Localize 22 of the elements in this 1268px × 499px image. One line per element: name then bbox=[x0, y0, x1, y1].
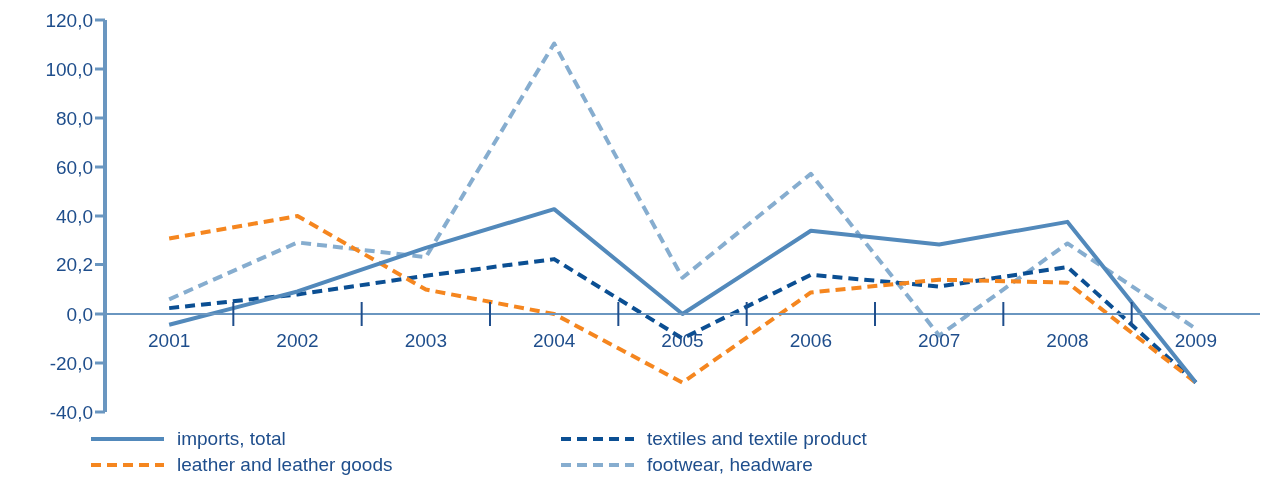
y-tick-label: 20,2 bbox=[56, 254, 93, 276]
y-tick-label: 60,0 bbox=[56, 156, 93, 178]
y-tick-label: 0,0 bbox=[66, 303, 93, 325]
x-tick-label: 2002 bbox=[276, 330, 319, 351]
x-tick-label: 2007 bbox=[918, 330, 961, 351]
x-tick-label: 2003 bbox=[404, 330, 447, 351]
y-tick-label: -20,0 bbox=[49, 352, 93, 374]
x-tick-label: 2009 bbox=[1174, 330, 1217, 351]
y-tick-label: 80,0 bbox=[56, 107, 93, 129]
x-tick-label: 2005 bbox=[661, 330, 704, 351]
x-tick-label: 2006 bbox=[789, 330, 832, 351]
y-tick-label: 40,0 bbox=[56, 205, 93, 227]
legend-label: imports, total bbox=[177, 427, 286, 451]
x-tick-label: 2004 bbox=[533, 330, 576, 351]
x-tick-label: 2008 bbox=[1046, 330, 1089, 351]
legend-label: footwear, headware bbox=[647, 453, 813, 477]
y-tick-label: -40,0 bbox=[49, 401, 93, 423]
y-tick-label: 120,0 bbox=[45, 9, 93, 31]
y-tick-label: 100,0 bbox=[45, 58, 93, 80]
x-tick-label: 2001 bbox=[148, 330, 191, 351]
legend-label: leather and leather goods bbox=[177, 453, 393, 477]
legend-label: textiles and textile product bbox=[647, 427, 867, 451]
